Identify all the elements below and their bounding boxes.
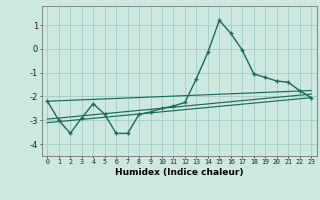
X-axis label: Humidex (Indice chaleur): Humidex (Indice chaleur) — [115, 168, 244, 177]
